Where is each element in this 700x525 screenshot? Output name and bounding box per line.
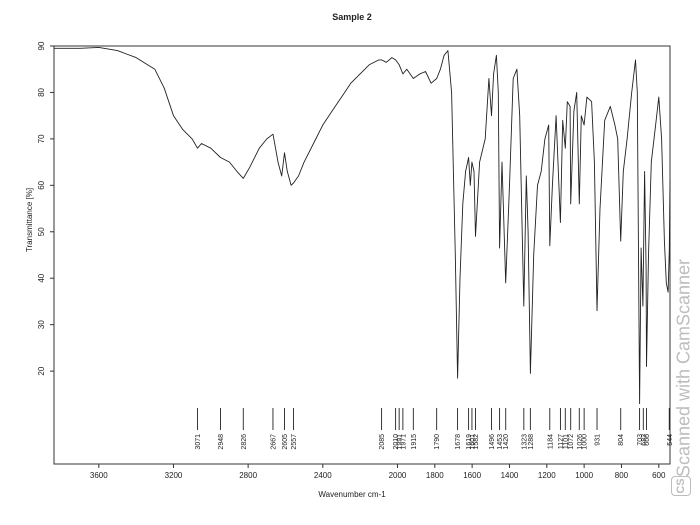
x-axis-ticks: 3600 3200 2800 2400 2000 1800 1600 1400 1200 1000… [90, 464, 666, 480]
peak-label: 1127 [558, 434, 565, 449]
x-tick-label: 1000 [575, 471, 593, 480]
y-tick-label: 70 [37, 134, 46, 143]
plot-frame [53, 45, 671, 465]
peak-label: 1971 [400, 434, 407, 450]
x-tick-label: 800 [615, 471, 629, 480]
peak-label: 2605 [282, 434, 289, 450]
peak-label: 1072 [568, 434, 575, 450]
peak-label: 1288 [528, 434, 535, 450]
x-tick-label: 1400 [501, 471, 519, 480]
y-tick-label: 60 [37, 180, 46, 189]
peak-label: 1101 [563, 434, 570, 449]
x-tick-label: 600 [652, 471, 666, 480]
peak-label: 1678 [455, 434, 462, 450]
peak-label: 1991 [397, 434, 404, 450]
x-tick-label: 1800 [426, 471, 444, 480]
peak-label: 1026 [577, 434, 584, 450]
peak-label: 3071 [195, 434, 202, 450]
peak-label: 1420 [503, 434, 510, 450]
peak-label: 1184 [547, 434, 554, 449]
peak-label: 2085 [379, 434, 386, 450]
peak-label: 1323 [521, 434, 528, 450]
chart-title: Sample 2 [332, 12, 372, 22]
spectrum-line [54, 46, 671, 405]
peak-label: 544 [667, 434, 674, 446]
x-tick-label: 2000 [389, 471, 407, 480]
y-tick-label: 30 [37, 320, 46, 329]
y-axis-label: Transmittance [%] [25, 188, 34, 252]
peak-label: 2010 [393, 434, 400, 450]
peak-label: 2948 [218, 434, 225, 450]
y-axis-ticks: 20 30 40 50 60 70 80 90 [37, 41, 54, 376]
peak-label: 703 [637, 434, 644, 446]
peak-label: 931 [595, 434, 602, 446]
peak-label: 1453 [497, 434, 504, 450]
peak-label: 1790 [434, 434, 441, 450]
y-tick-label: 90 [37, 41, 46, 50]
peak-label: 666 [644, 434, 651, 446]
y-tick-label: 80 [37, 87, 46, 96]
peak-annotations: 3071 2948 2826 2667 2605 2557 2085 201019911971… [195, 408, 674, 450]
peak-label: 1601 [469, 434, 476, 450]
peak-label: 1582 [473, 434, 480, 450]
x-tick-label: 1200 [538, 471, 556, 480]
peak-label: 2826 [241, 434, 248, 450]
x-tick-label: 3600 [90, 471, 108, 480]
peak-label: 2557 [291, 434, 298, 450]
y-tick-label: 20 [37, 366, 46, 375]
peak-label: 1000 [582, 434, 589, 450]
watermark-text: Scanned with CamScanner [673, 258, 694, 478]
y-tick-label: 40 [37, 273, 46, 282]
peak-label: 804 [618, 434, 625, 446]
x-tick-label: 1600 [463, 471, 481, 480]
camscanner-logo-icon: CS [671, 476, 691, 496]
peak-label: 2667 [270, 434, 277, 450]
x-tick-label: 2400 [314, 471, 332, 480]
x-tick-label: 2800 [239, 471, 257, 480]
peak-label: 1915 [411, 434, 418, 450]
x-tick-label: 3200 [165, 471, 183, 480]
x-axis-label: Wavenumber cm-1 [318, 490, 386, 499]
peak-label: 1496 [489, 434, 496, 450]
peak-label: 1619 [466, 434, 473, 450]
y-tick-label: 50 [37, 227, 46, 236]
peak-label: 683 [641, 434, 648, 446]
